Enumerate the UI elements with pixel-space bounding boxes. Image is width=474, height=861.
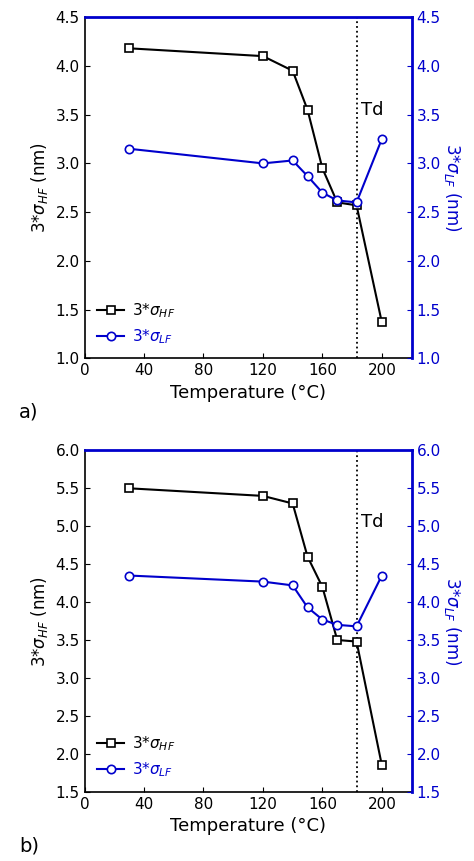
Y-axis label: 3*$\sigma_{LF}$ (nm): 3*$\sigma_{LF}$ (nm) xyxy=(442,144,463,232)
X-axis label: Temperature (°C): Temperature (°C) xyxy=(170,817,326,835)
Text: b): b) xyxy=(19,836,39,855)
Legend: 3*$\sigma_{HF}$, 3*$\sigma_{LF}$: 3*$\sigma_{HF}$, 3*$\sigma_{LF}$ xyxy=(92,730,180,784)
Text: Td: Td xyxy=(361,101,383,119)
Text: Td: Td xyxy=(361,513,383,531)
X-axis label: Temperature (°C): Temperature (°C) xyxy=(170,384,326,402)
Y-axis label: 3*$\sigma_{HF}$ (nm): 3*$\sigma_{HF}$ (nm) xyxy=(29,575,50,666)
Y-axis label: 3*$\sigma_{LF}$ (nm): 3*$\sigma_{LF}$ (nm) xyxy=(442,577,463,666)
Legend: 3*$\sigma_{HF}$, 3*$\sigma_{LF}$: 3*$\sigma_{HF}$, 3*$\sigma_{LF}$ xyxy=(92,296,180,350)
Y-axis label: 3*$\sigma_{HF}$ (nm): 3*$\sigma_{HF}$ (nm) xyxy=(29,142,50,233)
Text: a): a) xyxy=(19,403,39,422)
